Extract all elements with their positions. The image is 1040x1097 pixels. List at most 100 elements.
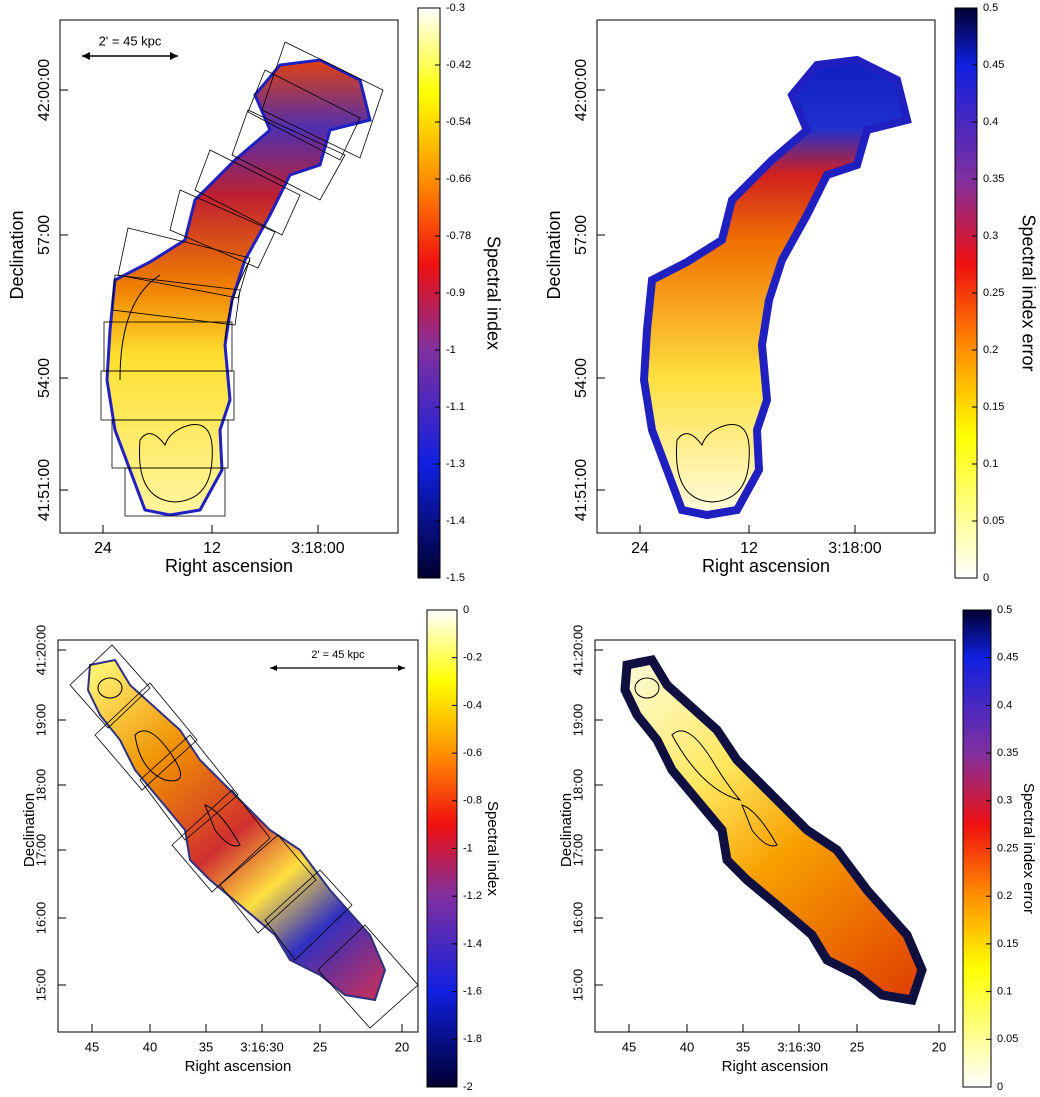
colorbar-tick-label: 0.45 bbox=[983, 59, 1004, 71]
frame bbox=[594, 639, 956, 1033]
y-tick-label: 17:00 bbox=[33, 834, 48, 867]
colorbar-tick-label: 0.05 bbox=[983, 515, 1004, 527]
colorbar-tick-label: -1.2 bbox=[463, 890, 482, 902]
source-map bbox=[644, 60, 907, 515]
colorbar-tick-label: -1 bbox=[463, 842, 473, 854]
colorbar-label: Spectral index bbox=[483, 236, 503, 350]
y-tick-label: 54:00 bbox=[36, 358, 53, 398]
y-tick-label: 54:00 bbox=[573, 358, 590, 398]
y-tick-label: 57:00 bbox=[36, 215, 53, 255]
y-tick-label: 41:51:00 bbox=[36, 459, 53, 521]
y-axis-label: Declination bbox=[21, 793, 38, 867]
y-axis-label: Declination bbox=[544, 210, 564, 299]
y-tick-label: 42:00:00 bbox=[573, 59, 590, 121]
x-tick-label: 35 bbox=[199, 1039, 213, 1054]
contour bbox=[97, 677, 241, 847]
colorbar-tick-label: -0.9 bbox=[446, 287, 465, 299]
colorbar-tick-label: -0.4 bbox=[463, 699, 482, 711]
source-map bbox=[625, 660, 922, 1000]
y-tick-label: 57:00 bbox=[573, 215, 590, 255]
colorbar-tick-label: 0.45 bbox=[997, 652, 1018, 664]
x-tick-label: 20 bbox=[932, 1039, 946, 1054]
x-tick-label: 3:16:30 bbox=[240, 1039, 283, 1054]
colorbar-tick-label: -0.3 bbox=[446, 2, 465, 14]
colorbar-tick-label: -1.4 bbox=[463, 938, 482, 950]
source-map bbox=[105, 58, 372, 517]
x-axis-label: Right ascension bbox=[165, 556, 293, 576]
y-tick-label: 15:00 bbox=[33, 969, 48, 1002]
frame bbox=[596, 19, 936, 534]
colorbar-tick-label: 0.2 bbox=[983, 344, 998, 356]
y-tick-label: 41:20:00 bbox=[570, 625, 585, 676]
y-tick-label: 42:00:00 bbox=[36, 59, 53, 121]
x-tick-label: 35 bbox=[736, 1039, 750, 1054]
colorbar-label: Spectral index bbox=[484, 801, 501, 897]
colorbar-tick-label: -0.2 bbox=[463, 652, 482, 664]
colorbar-tick-label: -1.3 bbox=[446, 458, 465, 470]
colorbar-tick-label: 0.4 bbox=[997, 699, 1012, 711]
colorbar-tick-label: 0.3 bbox=[983, 230, 998, 242]
colorbar-tick-label: 0.1 bbox=[997, 986, 1012, 998]
colorbar-tick-label: 0.3 bbox=[997, 795, 1012, 807]
colorbar-tick-label: 0.5 bbox=[983, 2, 998, 14]
y-tick-label: 41:20:00 bbox=[33, 625, 48, 676]
x-axis-label: Right ascension bbox=[702, 556, 830, 576]
y-tick-label: 15:00 bbox=[570, 969, 585, 1002]
colorbar-tick-label: 0.15 bbox=[983, 401, 1004, 413]
colorbar-tick-label: 0.15 bbox=[997, 938, 1018, 950]
colorbar-tick-label: -0.8 bbox=[463, 795, 482, 807]
regions bbox=[69, 644, 419, 1029]
colorbar-tick-label: 0 bbox=[983, 572, 989, 584]
colorbar-label: Spectral index error bbox=[1020, 783, 1037, 914]
colorbar-tick-label: 0 bbox=[463, 604, 469, 616]
colorbar-tick-label: 0.05 bbox=[997, 1033, 1018, 1045]
x-tick-label: 45 bbox=[85, 1039, 99, 1054]
regions bbox=[100, 41, 384, 517]
colorbar-tick-label: 0.2 bbox=[997, 890, 1012, 902]
x-tick-label: 20 bbox=[395, 1039, 409, 1054]
colorbar-tick-label: 0.5 bbox=[997, 604, 1012, 616]
colorbar-tick-label: -0.54 bbox=[446, 116, 471, 128]
image-4 bbox=[625, 660, 922, 1000]
x-axis-label: Right ascension bbox=[185, 1058, 292, 1075]
x-tick-label: 45 bbox=[622, 1039, 636, 1054]
frame bbox=[57, 639, 419, 1033]
y-tick-label: 41:51:00 bbox=[573, 459, 590, 521]
colorbar-tick-label: -1.5 bbox=[446, 572, 465, 584]
colorbar-tick-label: -0.66 bbox=[446, 173, 471, 185]
y-axis-label: Declination bbox=[558, 793, 575, 867]
colorbar-tick-label: -1.1 bbox=[446, 401, 465, 413]
y-tick-label: 16:00 bbox=[570, 902, 585, 935]
contour bbox=[634, 677, 778, 847]
colorbar-tick-label: 0.25 bbox=[983, 287, 1004, 299]
x-tick-label: 25 bbox=[850, 1039, 864, 1054]
x-tick-label: 24 bbox=[631, 540, 649, 557]
colorbar-tick-label: 0.35 bbox=[983, 173, 1004, 185]
x-tick-label: 3:16:30 bbox=[777, 1039, 820, 1054]
image-3 bbox=[69, 644, 419, 1029]
x-tick-label: 24 bbox=[94, 540, 112, 557]
colorbar-tick-label: -1.6 bbox=[463, 986, 482, 998]
y-tick-label: 17:00 bbox=[570, 834, 585, 867]
colorbar-tick-label: 0 bbox=[997, 1081, 1003, 1093]
y-axis-label: Declination bbox=[7, 210, 27, 299]
y-tick-label: 18:00 bbox=[33, 769, 48, 802]
scale-bar-label: 2' = 45 kpc bbox=[311, 649, 365, 661]
colorbar-tick-label: 0.35 bbox=[997, 747, 1018, 759]
x-tick-label: 12 bbox=[740, 540, 758, 557]
colorbar-tick-label: -1 bbox=[446, 344, 456, 356]
colorbar-tick-label: -0.78 bbox=[446, 230, 471, 242]
y-tick-label: 18:00 bbox=[570, 769, 585, 802]
colorbar-tick-label: 0.4 bbox=[983, 116, 998, 128]
image-2 bbox=[644, 60, 907, 515]
y-tick-label: 19:00 bbox=[570, 704, 585, 737]
colorbar-tick-label: -1.4 bbox=[446, 515, 465, 527]
x-tick-label: 3:18:00 bbox=[828, 540, 881, 557]
image-1 bbox=[100, 41, 384, 517]
x-tick-label: 12 bbox=[203, 540, 221, 557]
x-tick-label: 25 bbox=[313, 1039, 327, 1054]
colorbar-tick-label: -0.6 bbox=[463, 747, 482, 759]
scale-bar-label: 2' = 45 kpc bbox=[99, 33, 162, 48]
x-tick-label: 40 bbox=[143, 1039, 157, 1054]
